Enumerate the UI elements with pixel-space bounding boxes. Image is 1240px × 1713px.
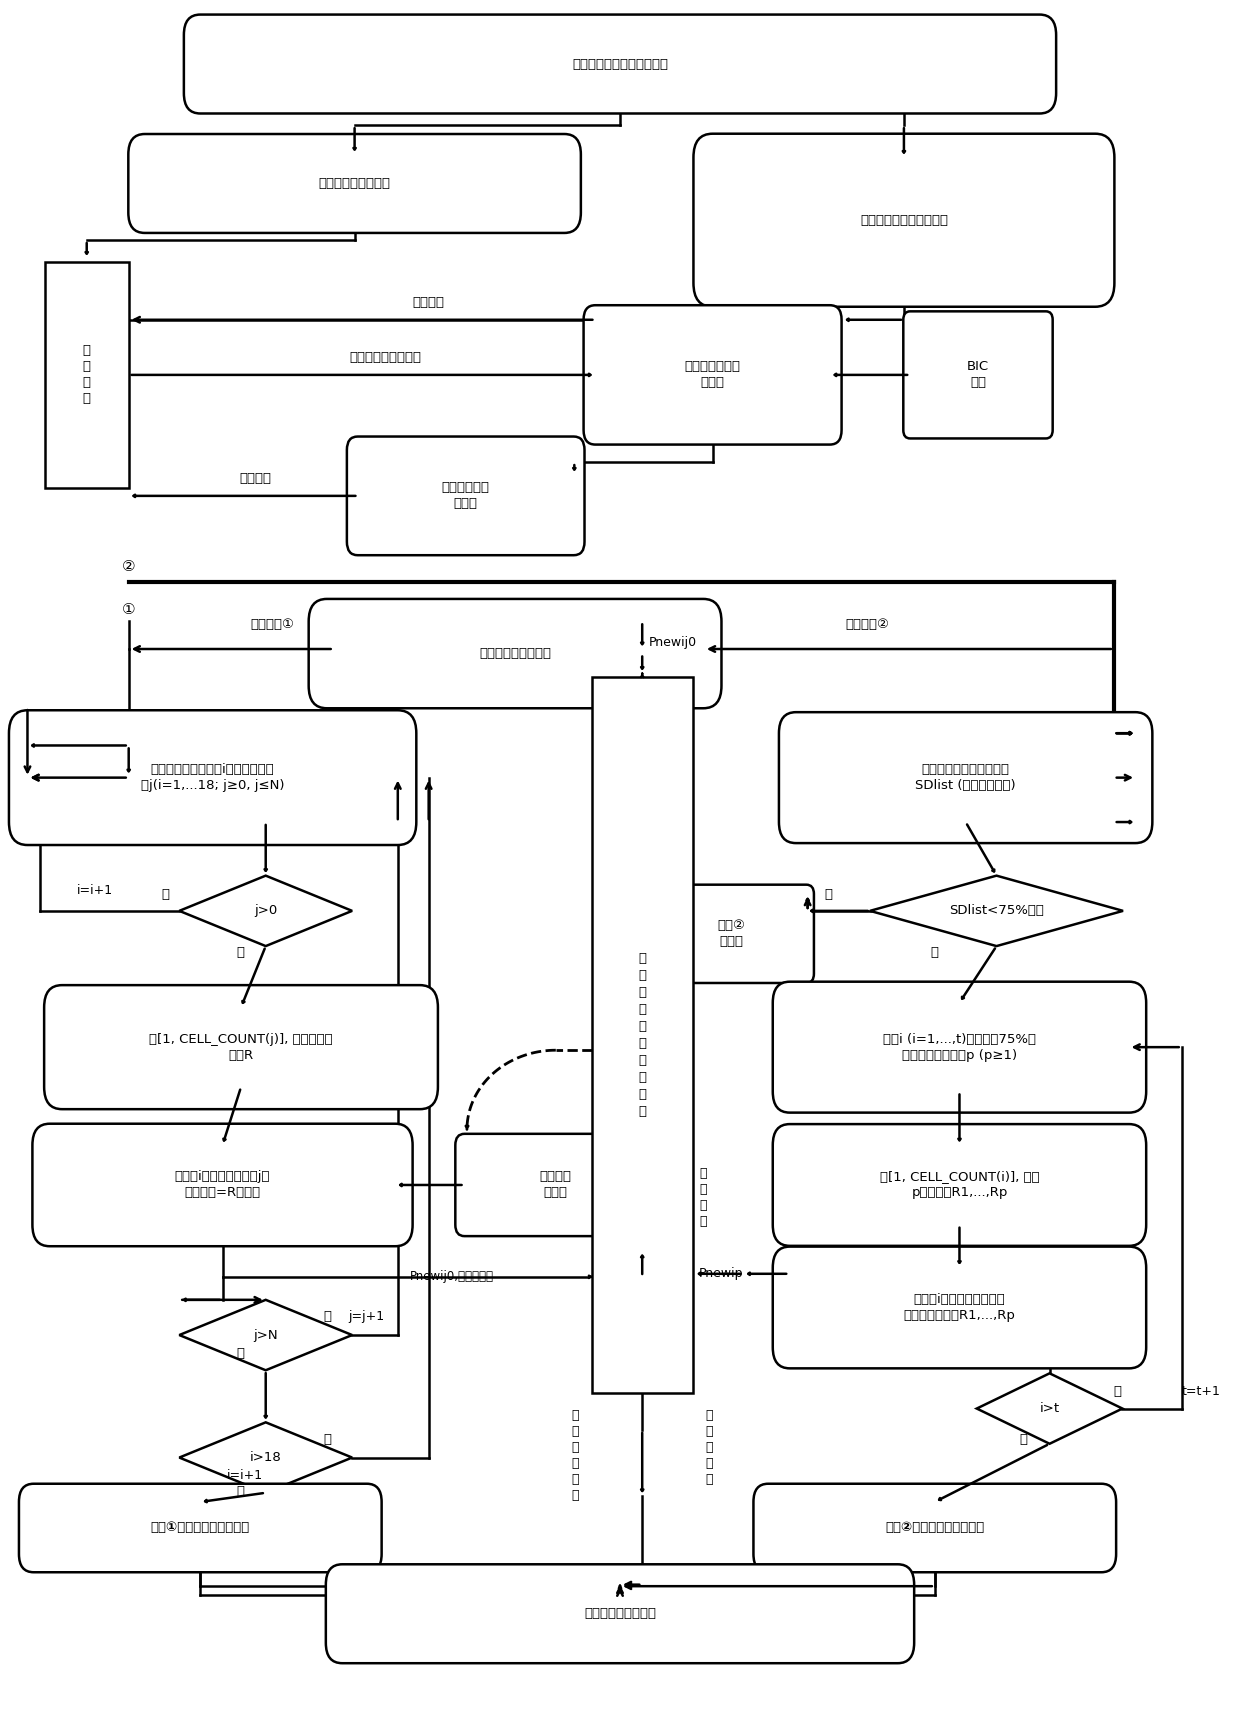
FancyBboxPatch shape	[693, 134, 1115, 307]
Text: 各分区中采样点密度序列
SDlist (密度从小到大): 各分区中采样点密度序列 SDlist (密度从小到大)	[915, 762, 1016, 791]
Text: 随机数生
成模块: 随机数生 成模块	[539, 1170, 572, 1199]
Text: 否: 否	[324, 1432, 332, 1446]
Text: 在[1, CELL_COUNT(j)], 生成一个随
机数R: 在[1, CELL_COUNT(j)], 生成一个随 机数R	[149, 1033, 332, 1062]
Text: 新增采样点矢量图层: 新增采样点矢量图层	[584, 1607, 656, 1620]
FancyBboxPatch shape	[773, 1247, 1146, 1369]
Text: BIC
准则: BIC 准则	[967, 360, 990, 389]
Text: 否: 否	[324, 1310, 332, 1322]
Polygon shape	[180, 875, 352, 946]
Text: 现有采样点矢量图层: 现有采样点矢量图层	[479, 648, 551, 660]
Text: 无现有采样点的分区i中空间独立图
斑j(i=1,...18; j≥0, j≤N): 无现有采样点的分区i中空间独立图 斑j(i=1,...18; j≥0, j≤N)	[141, 762, 284, 791]
Text: 分区i (i=1,...,t)和其达到75%分
位所需新增样点数p (p≥1): 分区i (i=1,...,t)和其达到75%分 位所需新增样点数p (p≥1)	[883, 1033, 1035, 1062]
Text: 否: 否	[161, 887, 170, 901]
Text: 关联赋值: 关联赋值	[413, 296, 445, 308]
Text: Pnewij0: Pnewij0	[649, 636, 697, 649]
Text: Pnewip: Pnewip	[699, 1268, 744, 1280]
Text: 农
田
格
网: 农 田 格 网	[83, 344, 91, 406]
Polygon shape	[180, 1300, 352, 1370]
FancyBboxPatch shape	[455, 1134, 656, 1237]
Text: 是: 是	[237, 946, 244, 959]
Text: 关联赋值: 关联赋值	[239, 473, 272, 485]
Text: 是: 是	[930, 946, 939, 959]
Text: 农田景观特异
性分区: 农田景观特异 性分区	[441, 481, 490, 510]
Polygon shape	[870, 875, 1123, 946]
Text: Pnewij0,并标记字段: Pnewij0,并标记字段	[410, 1271, 495, 1283]
Text: 情形②新增采样点确定完毕: 情形②新增采样点确定完毕	[885, 1521, 985, 1535]
Bar	[591, 677, 693, 1393]
Text: 新
增
采
样
点
矢
格
网
图
层: 新 增 采 样 点 矢 格 网 图 层	[639, 952, 646, 1119]
FancyBboxPatch shape	[347, 437, 584, 555]
Text: 取分区i空间独立图斑中j的
网格序号=R的网格: 取分区i空间独立图斑中j的 网格序号=R的网格	[175, 1170, 270, 1199]
FancyBboxPatch shape	[184, 15, 1056, 113]
Text: j=j+1: j=j+1	[348, 1310, 384, 1322]
Text: 是: 是	[1019, 1432, 1028, 1446]
Text: j>N: j>N	[253, 1329, 278, 1341]
FancyBboxPatch shape	[773, 982, 1146, 1113]
FancyBboxPatch shape	[779, 713, 1152, 843]
FancyBboxPatch shape	[584, 305, 842, 445]
FancyBboxPatch shape	[128, 134, 580, 233]
Text: 面
到
点
转
换: 面 到 点 转 换	[706, 1408, 713, 1485]
FancyBboxPatch shape	[326, 1564, 914, 1663]
FancyBboxPatch shape	[32, 1124, 413, 1247]
FancyBboxPatch shape	[19, 1483, 382, 1573]
FancyBboxPatch shape	[45, 985, 438, 1110]
Text: 否: 否	[825, 887, 832, 901]
Text: 是: 是	[237, 1485, 244, 1497]
Text: 各网格关联数据输入: 各网格关联数据输入	[350, 351, 422, 365]
FancyBboxPatch shape	[903, 312, 1053, 439]
Text: 农田格网定义与生成: 农田格网定义与生成	[319, 176, 391, 190]
FancyBboxPatch shape	[309, 600, 722, 707]
Text: 空间叠加①: 空间叠加①	[250, 618, 294, 630]
FancyBboxPatch shape	[9, 711, 417, 845]
Text: 待采样区域设定和数据采集: 待采样区域设定和数据采集	[572, 58, 668, 70]
Text: i>18: i>18	[249, 1451, 281, 1465]
Text: i=i+1: i=i+1	[227, 1470, 263, 1482]
Text: ②: ②	[122, 558, 135, 574]
Text: 情形②
不新增: 情形② 不新增	[717, 920, 745, 949]
Text: 高斯分类混合聚
类模型: 高斯分类混合聚 类模型	[684, 360, 740, 389]
Text: 标
记
字
段: 标 记 字 段	[699, 1167, 707, 1228]
Text: 空间叠加②: 空间叠加②	[844, 618, 889, 630]
FancyBboxPatch shape	[773, 1124, 1146, 1245]
Text: 导
出
标
记
网
格: 导 出 标 记 网 格	[572, 1408, 579, 1502]
Text: j>0: j>0	[254, 904, 278, 918]
FancyBboxPatch shape	[754, 1483, 1116, 1573]
Text: 是: 是	[237, 1346, 244, 1360]
Text: 在[1, CELL_COUNT(i)], 生成
p个随机数R1,...,Rp: 在[1, CELL_COUNT(i)], 生成 p个随机数R1,...,Rp	[879, 1170, 1039, 1199]
Text: ①: ①	[122, 601, 135, 617]
Text: 取分区i中无现有采样点的
网格序号分别是R1,...,Rp: 取分区i中无现有采样点的 网格序号分别是R1,...,Rp	[904, 1293, 1016, 1322]
Polygon shape	[180, 1422, 352, 1492]
FancyBboxPatch shape	[649, 884, 813, 983]
Text: 情形①新增采样点确定完毕: 情形①新增采样点确定完毕	[151, 1521, 250, 1535]
Text: SDlist<75%分位: SDlist<75%分位	[949, 904, 1044, 918]
Text: i=i+1: i=i+1	[77, 884, 113, 898]
Text: 否: 否	[1114, 1386, 1122, 1398]
Text: i>t: i>t	[1039, 1401, 1060, 1415]
Text: t=t+1: t=t+1	[1182, 1386, 1220, 1398]
Bar	[45, 262, 129, 488]
Text: 数据处理与空间叠加提取: 数据处理与空间叠加提取	[859, 214, 947, 226]
Polygon shape	[977, 1374, 1122, 1444]
